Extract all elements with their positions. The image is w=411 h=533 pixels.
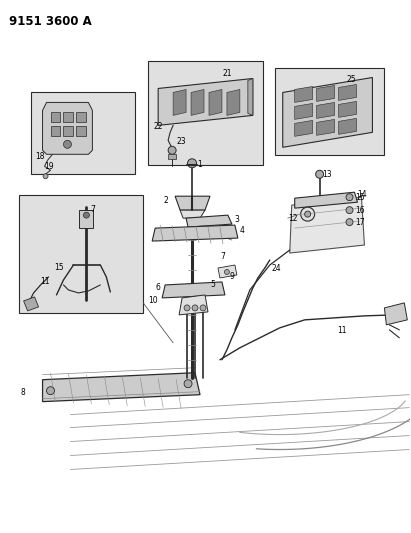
Text: 23: 23: [176, 138, 186, 147]
Polygon shape: [316, 85, 335, 101]
Bar: [76, 112, 86, 123]
Text: 2: 2: [163, 196, 168, 205]
Text: 19: 19: [44, 162, 54, 171]
Circle shape: [184, 305, 190, 311]
Polygon shape: [384, 303, 407, 325]
Polygon shape: [290, 197, 365, 253]
Bar: [63, 126, 74, 136]
Polygon shape: [173, 90, 186, 116]
Circle shape: [200, 305, 206, 311]
Text: 7: 7: [220, 252, 225, 261]
Circle shape: [305, 211, 311, 217]
Polygon shape: [209, 90, 222, 116]
Bar: [30, 92, 135, 174]
Polygon shape: [316, 102, 335, 118]
Circle shape: [184, 379, 192, 387]
Circle shape: [192, 305, 198, 311]
Polygon shape: [162, 282, 225, 298]
Polygon shape: [316, 119, 335, 135]
Polygon shape: [191, 90, 204, 116]
Bar: [76, 126, 86, 136]
Polygon shape: [158, 78, 253, 125]
Text: 18: 18: [36, 152, 45, 161]
Polygon shape: [175, 196, 210, 210]
Bar: [51, 112, 60, 123]
Circle shape: [63, 140, 72, 148]
Bar: [63, 112, 74, 123]
Polygon shape: [295, 86, 313, 102]
Polygon shape: [295, 103, 313, 119]
Text: 8: 8: [21, 387, 25, 397]
Bar: [275, 68, 384, 155]
Bar: [168, 154, 176, 159]
Bar: [79, 210, 93, 228]
Text: 9151 3600 A: 9151 3600 A: [9, 15, 91, 28]
Circle shape: [224, 270, 229, 274]
Bar: [51, 126, 60, 136]
Text: 13: 13: [323, 170, 332, 179]
Polygon shape: [218, 265, 237, 278]
Polygon shape: [339, 101, 356, 117]
Polygon shape: [339, 84, 356, 100]
Circle shape: [346, 219, 353, 225]
Circle shape: [301, 207, 315, 221]
Text: 11: 11: [41, 277, 50, 286]
Circle shape: [346, 207, 353, 214]
Polygon shape: [180, 210, 205, 218]
Polygon shape: [283, 77, 372, 147]
Polygon shape: [23, 297, 39, 311]
Polygon shape: [43, 373, 200, 402]
Polygon shape: [43, 102, 92, 154]
Polygon shape: [248, 78, 253, 116]
Text: 9: 9: [230, 272, 235, 281]
Text: 24: 24: [272, 264, 282, 273]
Text: 4: 4: [240, 226, 245, 235]
Text: 25: 25: [346, 76, 356, 85]
Text: 5: 5: [210, 280, 215, 289]
Text: 7: 7: [90, 205, 95, 214]
Polygon shape: [295, 192, 358, 208]
Text: 17: 17: [356, 218, 365, 227]
Polygon shape: [227, 90, 240, 116]
Circle shape: [43, 174, 48, 179]
Polygon shape: [295, 120, 313, 136]
Circle shape: [83, 212, 90, 218]
Polygon shape: [152, 225, 238, 241]
Text: 11: 11: [337, 326, 347, 335]
Text: 12: 12: [288, 214, 297, 223]
Text: 21: 21: [223, 69, 233, 77]
Circle shape: [346, 193, 353, 200]
Circle shape: [316, 170, 323, 178]
Circle shape: [168, 147, 176, 154]
Text: 10: 10: [148, 296, 158, 305]
Polygon shape: [186, 215, 232, 227]
Text: 15: 15: [55, 263, 64, 272]
Text: 3: 3: [235, 215, 240, 224]
Bar: [18, 195, 143, 313]
Polygon shape: [339, 118, 356, 134]
Polygon shape: [179, 295, 208, 315]
Circle shape: [46, 386, 55, 394]
Text: 14: 14: [358, 190, 367, 199]
Text: 16: 16: [356, 206, 365, 215]
Text: 1: 1: [197, 160, 202, 169]
Circle shape: [187, 159, 196, 168]
Text: 6: 6: [155, 283, 160, 292]
Text: 22: 22: [153, 123, 163, 131]
Bar: [148, 61, 263, 165]
Text: 15: 15: [356, 193, 365, 202]
